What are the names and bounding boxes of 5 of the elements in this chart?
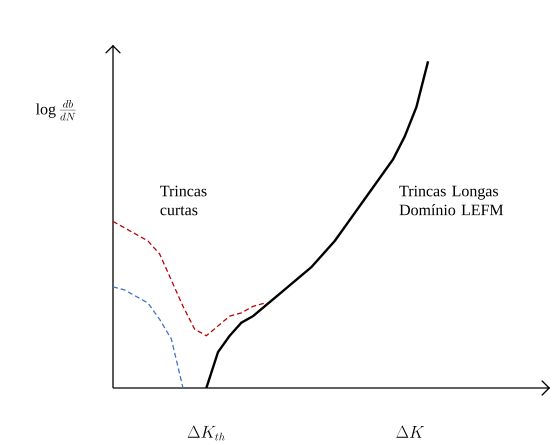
annotation: Trincas Longas Domínio LEFM bbox=[399, 186, 504, 216]
y-axis-title: $\log\frac{db}{dN}$ bbox=[36, 100, 76, 120]
annotation: Trincas curtas bbox=[160, 186, 207, 216]
text: $\Delta K_{th}$ bbox=[188, 426, 225, 440]
x-axis-title: $\Delta K$ bbox=[396, 426, 424, 438]
